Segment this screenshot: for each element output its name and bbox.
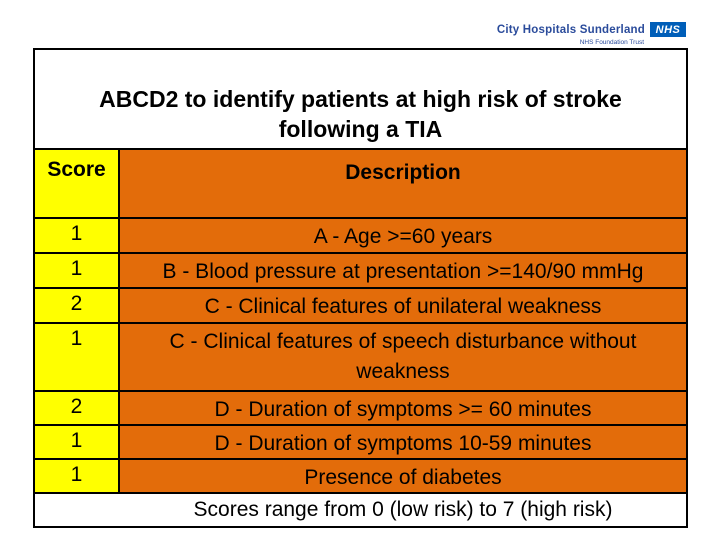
column-header-score: Score (35, 150, 120, 217)
description-cell: D - Duration of symptoms >= 60 minutes (120, 392, 686, 424)
organization-name: City Hospitals Sunderland (496, 23, 645, 36)
score-cell: 1 (35, 254, 120, 287)
description-cell: B - Blood pressure at presentation >=140… (120, 254, 686, 287)
table-row: 1 A - Age >=60 years (35, 217, 686, 252)
page-title-line-2: following a TIA (278, 116, 443, 142)
description-cell: A - Age >=60 years (120, 219, 686, 252)
nhs-logo-row: City Hospitals Sunderland NHS (497, 22, 686, 37)
nhs-logo: City Hospitals Sunderland NHS NHS Founda… (497, 22, 686, 46)
page-title-line-1: ABCD2 to identify patients at high risk … (99, 86, 622, 112)
column-header-description: Description (120, 150, 686, 217)
description-cell: Presence of diabetes (120, 460, 686, 492)
description-cell: D - Duration of symptoms 10-59 minutes (120, 426, 686, 458)
score-cell: 1 (35, 219, 120, 252)
score-cell: 2 (35, 392, 120, 424)
description-cell: C - Clinical features of speech disturba… (120, 324, 686, 390)
description-cell: C - Clinical features of unilateral weak… (120, 289, 686, 322)
table-row: 2 D - Duration of symptoms >= 60 minutes (35, 390, 686, 424)
page-title: ABCD2 to identify patients at high risk … (35, 50, 686, 148)
score-cell: 1 (35, 426, 120, 458)
table-row: 1 D - Duration of symptoms 10-59 minutes (35, 424, 686, 458)
table-row: 1 Presence of diabetes (35, 458, 686, 492)
score-cell: 1 (35, 324, 120, 390)
table-row: 2 C - Clinical features of unilateral we… (35, 287, 686, 322)
table-footer-row: Scores range from 0 (low risk) to 7 (hig… (35, 492, 686, 526)
score-cell: 1 (35, 460, 120, 492)
abcd2-score-table: ABCD2 to identify patients at high risk … (33, 48, 688, 528)
foundation-trust-label: NHS Foundation Trust (579, 39, 644, 46)
score-cell: 2 (35, 289, 120, 322)
table-row: 1 C - Clinical features of speech distur… (35, 322, 686, 390)
footer-note: Scores range from 0 (low risk) to 7 (hig… (35, 494, 686, 526)
nhs-icon: NHS (650, 22, 686, 37)
table-row: 1 B - Blood pressure at presentation >=1… (35, 252, 686, 287)
table-header-row: Score Description (35, 148, 686, 217)
